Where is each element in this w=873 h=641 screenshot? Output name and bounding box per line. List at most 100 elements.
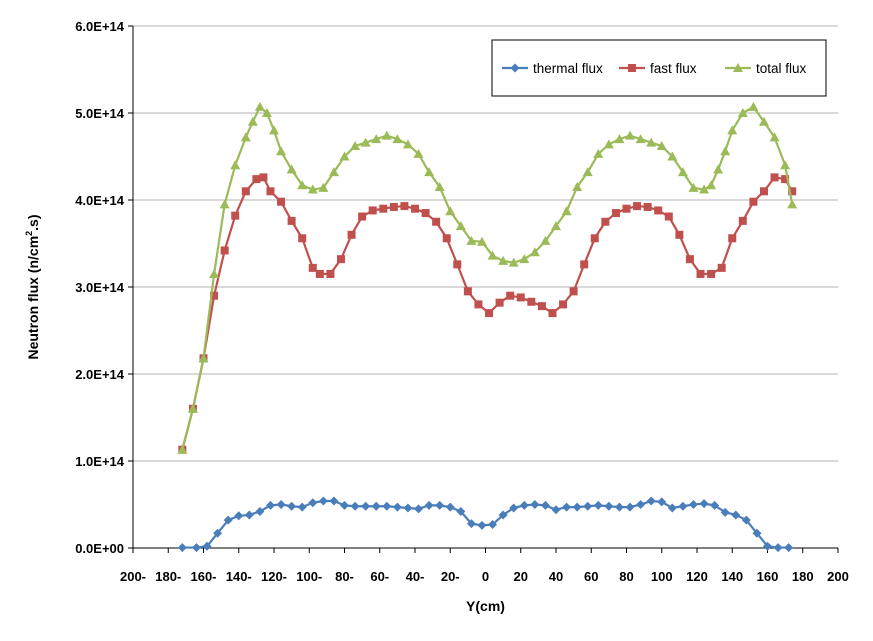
data-point bbox=[487, 250, 498, 260]
data-point bbox=[287, 501, 297, 511]
data-point bbox=[442, 234, 451, 243]
legend-label: thermal flux bbox=[533, 61, 603, 76]
data-point bbox=[561, 206, 572, 216]
x-tick-label: 80- bbox=[335, 569, 354, 584]
data-point bbox=[340, 500, 349, 510]
data-point bbox=[628, 64, 636, 72]
data-point bbox=[371, 501, 381, 511]
data-point bbox=[646, 496, 656, 506]
data-point bbox=[643, 202, 652, 211]
data-point bbox=[286, 164, 297, 174]
data-point bbox=[177, 444, 188, 454]
data-point bbox=[223, 515, 233, 525]
y-tick-label: 3.0E+14 bbox=[75, 280, 125, 295]
data-point bbox=[368, 206, 377, 215]
data-point bbox=[720, 146, 731, 156]
x-tick-label: 120 bbox=[686, 569, 708, 584]
data-point bbox=[495, 298, 504, 307]
data-point bbox=[255, 506, 265, 516]
data-point bbox=[328, 167, 339, 177]
x-tick-label: 60 bbox=[584, 569, 598, 584]
data-point bbox=[572, 502, 582, 512]
data-point bbox=[231, 211, 240, 220]
data-point bbox=[381, 130, 392, 140]
data-point bbox=[603, 139, 614, 149]
data-point bbox=[336, 255, 345, 264]
data-point bbox=[234, 511, 244, 521]
data-point bbox=[614, 134, 625, 144]
data-point bbox=[530, 500, 540, 509]
data-point bbox=[400, 202, 409, 211]
data-point bbox=[488, 520, 498, 530]
data-point bbox=[699, 184, 710, 194]
series-fast-flux bbox=[178, 173, 797, 454]
data-point bbox=[625, 130, 636, 140]
x-tick-label: 120- bbox=[261, 569, 287, 584]
data-point bbox=[307, 184, 318, 194]
x-tick-label: 80 bbox=[619, 569, 633, 584]
data-point bbox=[519, 254, 530, 264]
data-point bbox=[403, 503, 413, 513]
data-point bbox=[738, 216, 747, 225]
data-point bbox=[635, 134, 646, 144]
y-tick-label: 6.0E+14 bbox=[75, 19, 125, 34]
data-point bbox=[529, 247, 540, 257]
x-tick-label: 200 bbox=[827, 569, 849, 584]
grid-lines bbox=[133, 25, 838, 462]
x-tick-label: 140- bbox=[226, 569, 252, 584]
data-point bbox=[339, 151, 350, 161]
data-point bbox=[424, 500, 434, 510]
data-point bbox=[210, 291, 219, 300]
data-point bbox=[601, 217, 610, 226]
data-point bbox=[202, 541, 212, 551]
data-point bbox=[770, 173, 779, 182]
data-point bbox=[191, 543, 201, 553]
data-point bbox=[646, 137, 657, 147]
data-point bbox=[177, 543, 187, 553]
x-axis-title: Y(cm) bbox=[466, 598, 505, 614]
data-point bbox=[780, 160, 791, 170]
data-point bbox=[710, 500, 720, 510]
data-point bbox=[347, 230, 356, 239]
data-point bbox=[392, 134, 403, 144]
x-tick-label: 100 bbox=[651, 569, 673, 584]
data-point bbox=[392, 502, 402, 512]
x-tick-label: 200- bbox=[120, 569, 146, 584]
data-point bbox=[656, 141, 667, 151]
data-point bbox=[244, 510, 254, 520]
data-point bbox=[562, 502, 572, 512]
data-point bbox=[611, 209, 620, 218]
data-point bbox=[247, 116, 258, 126]
data-point bbox=[784, 543, 794, 553]
data-point bbox=[728, 234, 737, 243]
legend: thermal flux fast flux total flux bbox=[491, 39, 827, 97]
data-point bbox=[259, 173, 268, 182]
data-point bbox=[382, 501, 392, 511]
data-point bbox=[706, 180, 717, 190]
x-tick-label: 60- bbox=[370, 569, 389, 584]
data-point bbox=[485, 309, 494, 318]
data-point bbox=[350, 501, 360, 511]
data-point bbox=[266, 187, 275, 196]
data-point bbox=[758, 116, 769, 126]
data-point bbox=[519, 500, 529, 510]
data-point bbox=[580, 260, 589, 269]
data-point bbox=[315, 269, 324, 278]
data-point bbox=[657, 497, 667, 507]
data-point bbox=[265, 500, 275, 510]
data-point bbox=[510, 63, 520, 73]
data-point bbox=[720, 507, 730, 517]
data-point bbox=[318, 182, 329, 192]
data-point bbox=[654, 206, 663, 215]
data-point bbox=[329, 496, 339, 506]
x-tick-label: 140 bbox=[721, 569, 743, 584]
data-point bbox=[453, 260, 462, 269]
data-point bbox=[569, 287, 578, 296]
data-point bbox=[527, 297, 536, 306]
x-tick-label: 20- bbox=[441, 569, 460, 584]
data-point bbox=[198, 353, 209, 363]
data-point bbox=[551, 505, 561, 515]
data-point bbox=[318, 496, 328, 506]
y-tick-label: 5.0E+14 bbox=[75, 106, 125, 121]
